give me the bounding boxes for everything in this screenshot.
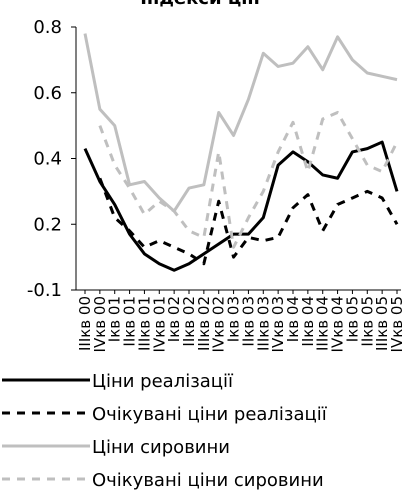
legend-label: Очікувані ціни сировини: [92, 470, 324, 491]
x-tick-label: IVкв 00: [91, 296, 109, 352]
legend-label: Очікувані ціни реалізації: [92, 404, 328, 425]
x-tick-label: IIIкв 03: [254, 296, 272, 351]
x-tick-label: IIкв 04: [299, 296, 317, 347]
y-tick-label: 0.4: [33, 149, 62, 170]
x-tick-label: Iкв 02: [165, 296, 183, 342]
x-tick-label: IIкв 03: [239, 296, 257, 347]
x-tick-label: IIIкв 02: [195, 296, 213, 351]
x-tick-label: IIкв 02: [180, 296, 198, 347]
legend-label: Ціни реалізації: [92, 371, 234, 392]
x-tick-label: IIкв 01: [121, 296, 139, 347]
x-tick-label: Iкв 04: [284, 296, 302, 342]
x-tick-label: Iкв 03: [225, 296, 243, 342]
y-tick-label: -0.1: [27, 280, 62, 301]
legend-label: Ціни сировини: [92, 437, 230, 458]
x-tick-label: IIIкв 00: [76, 296, 94, 351]
y-tick-label: 0.8: [33, 17, 62, 38]
y-tick-label: 0.2: [33, 214, 62, 235]
x-tick-label: IVкв 05: [388, 296, 406, 352]
x-tick-label: Iкв 05: [343, 296, 361, 342]
x-tick-label: IVкв 03: [269, 296, 287, 352]
x-tick-label: IVкв 04: [329, 296, 347, 352]
x-tick-label: Iкв 01: [106, 296, 124, 342]
x-tick-label: IIIкв 04: [314, 296, 332, 351]
x-tick-label: IIIкв 05: [373, 296, 391, 351]
line-series: [98, 110, 399, 249]
x-tick-label: IIкв 05: [358, 296, 376, 347]
x-tick-label: IVкв 02: [210, 296, 228, 352]
y-tick-label: 0.6: [33, 83, 62, 104]
chart-title: Індекси цін: [140, 0, 260, 9]
line-series: [83, 140, 399, 272]
x-tick-label: IIIкв 01: [135, 296, 153, 351]
line-series: [83, 33, 398, 213]
x-tick-label: IVкв 01: [150, 296, 168, 352]
